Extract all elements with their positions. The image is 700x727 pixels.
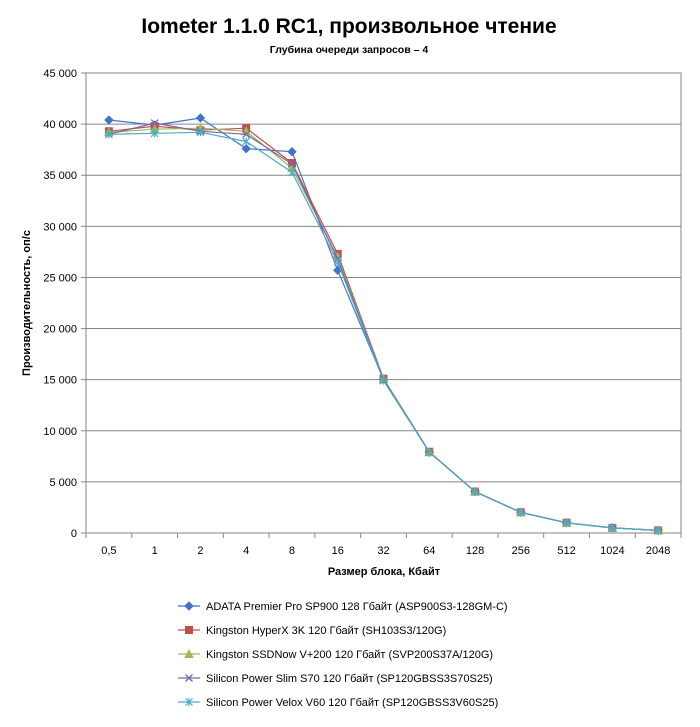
y-tick-label: 35 000: [43, 170, 77, 182]
series-line: [108, 127, 659, 531]
data-point: [150, 129, 159, 138]
legend: ADATA Premier Pro SP900 128 Гбайт (ASP90…: [178, 601, 508, 709]
x-tick-label: 16: [332, 545, 344, 557]
series-4: [104, 119, 663, 535]
y-tick-label: 10 000: [43, 426, 77, 438]
data-point: [104, 115, 114, 125]
data-point: [104, 130, 113, 139]
data-point: [288, 160, 296, 168]
series-1: [104, 113, 663, 536]
series-line: [108, 131, 659, 531]
x-tick-label: 256: [512, 545, 530, 557]
data-point: [608, 523, 617, 532]
x-tick-label: 8: [289, 545, 295, 557]
y-axis-title: Производительность, оп/с: [21, 230, 33, 376]
data-point: [287, 147, 297, 157]
y-tick-label: 20 000: [43, 324, 77, 336]
y-tick-label: 15 000: [43, 375, 77, 387]
x-axis-title: Размер блока, Кбайт: [328, 566, 441, 578]
data-point: [242, 137, 251, 146]
legend-label: ADATA Premier Pro SP900 128 Гбайт (ASP90…: [206, 601, 508, 613]
data-point: [516, 508, 525, 517]
data-point: [196, 128, 205, 137]
y-tick-label: 25 000: [43, 272, 77, 284]
data-point: [288, 168, 296, 177]
x-tick-label: 32: [377, 545, 389, 557]
y-tick-label: 5 000: [49, 477, 77, 489]
legend-label: Silicon Power Slim S70 120 Гбайт (SP120G…: [206, 673, 493, 685]
x-tick-label: 2048: [646, 545, 670, 557]
x-tick-label: 64: [423, 545, 435, 557]
x-tick-label: 4: [243, 545, 249, 557]
x-tick-label: 512: [557, 545, 575, 557]
data-point: [654, 526, 663, 535]
x-tick-label: 1024: [600, 545, 624, 557]
data-point: [562, 518, 571, 527]
data-point: [150, 119, 159, 128]
legend-marker: [184, 648, 194, 658]
y-tick-label: 45 000: [43, 68, 77, 80]
x-tick-label: 128: [466, 545, 484, 557]
data-point: [471, 487, 479, 496]
data-point: [242, 130, 251, 139]
legend-item: Kingston HyperX 3K 120 Гбайт (SH103S3/12…: [178, 625, 446, 637]
data-point: [425, 448, 434, 457]
y-tick-label: 30 000: [43, 221, 77, 233]
axes: 0 5 000 10 000 15 000 20 000 25 000 30 000 35 0…: [43, 68, 682, 557]
data-point: [241, 143, 251, 154]
chart-subtitle: Глубина очереди запросов – 4: [270, 44, 429, 56]
legend-item: Kingston SSDNow V+200 120 Гбайт (SVP200S…: [178, 648, 493, 661]
legend-item: Silicon Power Slim S70 120 Гбайт (SP120G…: [178, 673, 493, 685]
legend-item: Silicon Power Velox V60 120 Гбайт (SP120…: [178, 697, 498, 709]
series-line: [108, 117, 659, 531]
legend-label: Silicon Power Velox V60 120 Гбайт (SP120…: [206, 697, 498, 709]
plot-area-frame: [85, 72, 682, 534]
legend-item: ADATA Premier Pro SP900 128 Гбайт (ASP90…: [178, 601, 508, 613]
y-tick-label: 0: [71, 528, 77, 540]
x-tick-label: 1: [152, 545, 158, 557]
data-point: [195, 113, 206, 123]
x-tick-label: 2: [197, 545, 203, 557]
legend-label: Kingston SSDNow V+200 120 Гбайт (SVP200S…: [206, 649, 493, 661]
legend-marker: [184, 601, 194, 611]
data-point: [333, 258, 342, 267]
series-line: [108, 122, 659, 531]
chart-title: Iometer 1.1.0 RC1, произвольное чтение: [141, 15, 556, 38]
legend-marker: [185, 698, 193, 706]
legend-marker: [185, 626, 193, 634]
legend-marker: [185, 674, 193, 682]
grid: [86, 72, 681, 483]
legend-label: Kingston HyperX 3K 120 Гбайт (SH103S3/12…: [206, 625, 446, 637]
series-3: [104, 123, 663, 535]
series-lines: [104, 113, 663, 536]
y-tick-label: 40 000: [43, 119, 77, 131]
legend-box: [168, 593, 530, 715]
x-tick-label: 0,5: [101, 545, 116, 557]
series-5: [104, 128, 663, 535]
data-point: [379, 376, 388, 385]
